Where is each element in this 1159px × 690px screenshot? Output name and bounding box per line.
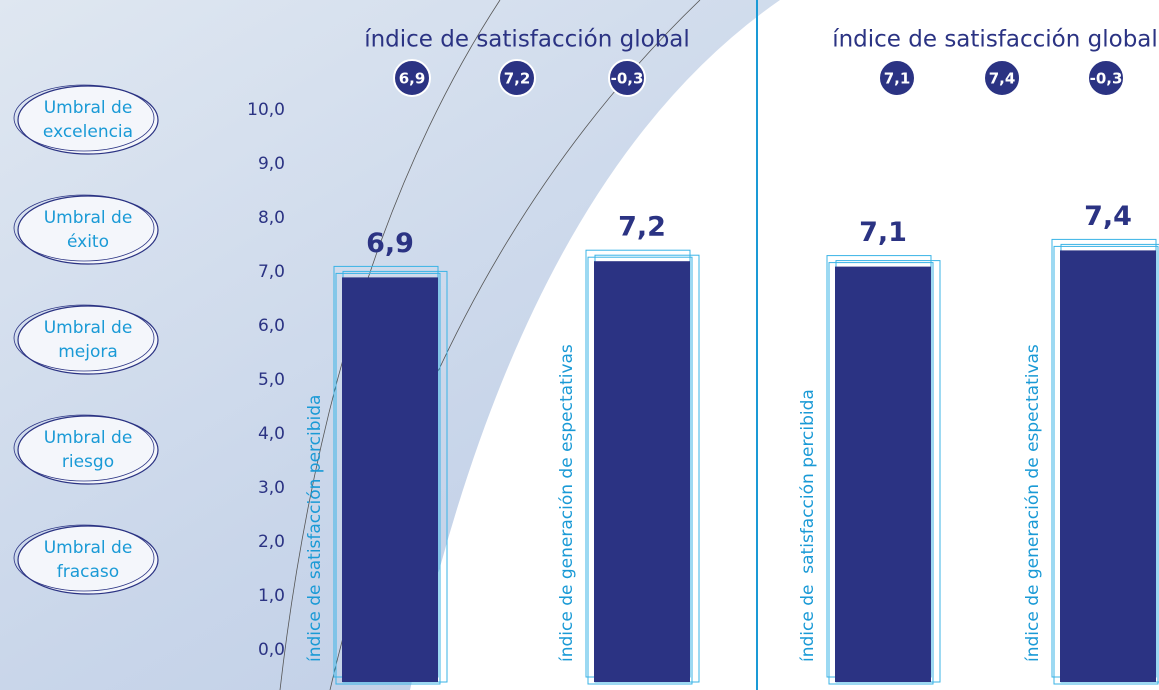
threshold-ellipse (17, 195, 159, 265)
y-tick-label: 0,0 (258, 640, 285, 660)
panel-title: índice de satisfacción global (832, 27, 1158, 53)
threshold-label: Umbral de excelencia (43, 98, 133, 142)
threshold-ellipse (13, 304, 155, 372)
bar (342, 277, 438, 682)
value-label: 7,2 (618, 212, 666, 243)
y-tick-label: 3,0 (258, 478, 285, 498)
threshold-ellipse (17, 85, 159, 155)
y-tick-label: 5,0 (258, 370, 285, 390)
threshold-ellipse (13, 414, 155, 482)
threshold-label: Umbral de mejora (44, 318, 133, 362)
value-label: 6,9 (366, 228, 414, 259)
y-tick-label: 1,0 (258, 586, 285, 606)
y-tick-label: 10,0 (247, 100, 285, 120)
panel-title: índice de satisfacción global (364, 27, 690, 53)
category-label: índice de generación de espectativas (1023, 344, 1043, 662)
threshold-ellipse (13, 84, 155, 152)
index-badge-label: -0,3 (1090, 70, 1123, 88)
threshold-label: Umbral de fracaso (44, 538, 133, 582)
bar-outline (1053, 245, 1159, 685)
bar (835, 266, 931, 682)
threshold-ellipse (17, 415, 159, 485)
index-badge (878, 59, 916, 97)
index-badge-label: 7,4 (989, 70, 1016, 88)
y-tick-label: 4,0 (258, 424, 285, 444)
index-badge-label: -0,3 (611, 70, 644, 88)
value-label: 7,4 (1084, 201, 1132, 232)
threshold-label: Umbral de éxito (44, 208, 133, 252)
y-tick-label: 8,0 (258, 208, 285, 228)
threshold-ellipse (13, 524, 155, 592)
index-badge (983, 59, 1021, 97)
threshold-ellipse (17, 525, 159, 595)
index-badge-label: 6,9 (399, 70, 426, 88)
threshold-ellipse (13, 194, 155, 262)
category-label: índice de generación de espectativas (557, 344, 577, 662)
index-badge (608, 59, 646, 97)
value-label: 7,1 (859, 217, 907, 248)
y-tick-label: 7,0 (258, 262, 285, 282)
y-tick-label: 2,0 (258, 532, 285, 552)
y-tick-label: 9,0 (258, 154, 285, 174)
bar-outline (828, 262, 934, 685)
threshold-ellipse (17, 305, 159, 375)
category-label: índice de satisfacción percibida (798, 389, 818, 662)
threshold-label: Umbral de riesgo (44, 428, 133, 472)
index-badge (393, 59, 431, 97)
bar (594, 261, 690, 682)
index-badge (498, 59, 536, 97)
index-badge (1087, 59, 1125, 97)
y-tick-label: 6,0 (258, 316, 285, 336)
bar (1060, 250, 1156, 682)
index-badge-label: 7,1 (884, 70, 911, 88)
category-label: índice de satisfacción percibida (305, 395, 325, 662)
bar-outline (335, 272, 441, 685)
bar-outline (587, 256, 693, 685)
index-badge-label: 7,2 (504, 70, 531, 88)
